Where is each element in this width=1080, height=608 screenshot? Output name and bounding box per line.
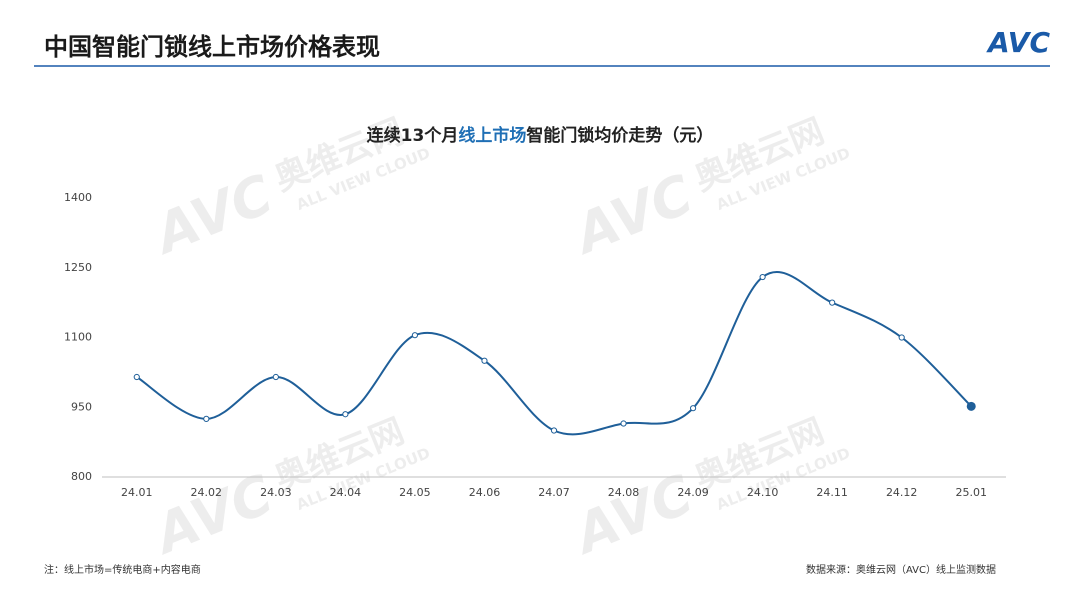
data-point	[966, 401, 976, 411]
data-point	[620, 420, 627, 427]
data-point	[481, 357, 488, 364]
chart-title-part: 连续13个月	[367, 125, 459, 146]
x-tick-label: 24.08	[608, 486, 640, 499]
footnote: 注：线上市场=传统电商+内容电商	[44, 563, 201, 576]
x-tick-label: 24.10	[747, 486, 779, 499]
data-point	[689, 405, 697, 412]
plot: 800 950 1100 1250 1400 24.01 24.02 24.03 24.04 24…	[64, 191, 987, 499]
data-point	[829, 299, 836, 306]
x-tick-label: 24.01	[121, 486, 153, 499]
x-tick-label: 24.07	[538, 486, 570, 499]
y-tick-label: 1250	[64, 261, 92, 274]
x-tick-label: 24.09	[677, 486, 709, 499]
data-point	[133, 373, 140, 381]
x-tick-label: 24.03	[260, 486, 292, 499]
x-tick-label: 24.11	[816, 486, 848, 499]
page-title: 中国智能门锁线上市场价格表现	[44, 33, 380, 61]
x-tick-label: 25.01	[955, 486, 987, 499]
chart-title-part: 线上市场	[458, 125, 526, 146]
x-tick-label: 24.04	[330, 486, 362, 499]
data-point	[342, 411, 349, 418]
chart-title: 连续13个月线上市场智能门锁均价走势（元）	[367, 125, 714, 146]
data-point	[898, 334, 905, 341]
data-point	[411, 332, 419, 339]
y-tick-label: 1100	[64, 331, 92, 344]
data-point	[272, 373, 279, 381]
data-point	[203, 415, 210, 422]
logo: AVC	[986, 26, 1050, 59]
y-tick-label: 950	[71, 400, 92, 413]
chart-title-part: 智能门锁均价走势（元）	[526, 125, 713, 146]
source: 数据来源：奥维云网（AVC）线上监测数据	[806, 563, 996, 576]
x-tick-label: 24.02	[191, 486, 223, 499]
x-tick-label: 24.12	[886, 486, 918, 499]
x-tick-label: 24.06	[469, 486, 501, 499]
x-tick-label: 24.05	[399, 486, 431, 499]
data-point	[759, 273, 766, 281]
data-point	[550, 427, 558, 434]
y-tick-label: 1400	[64, 191, 92, 204]
y-tick-label: 800	[71, 470, 92, 483]
